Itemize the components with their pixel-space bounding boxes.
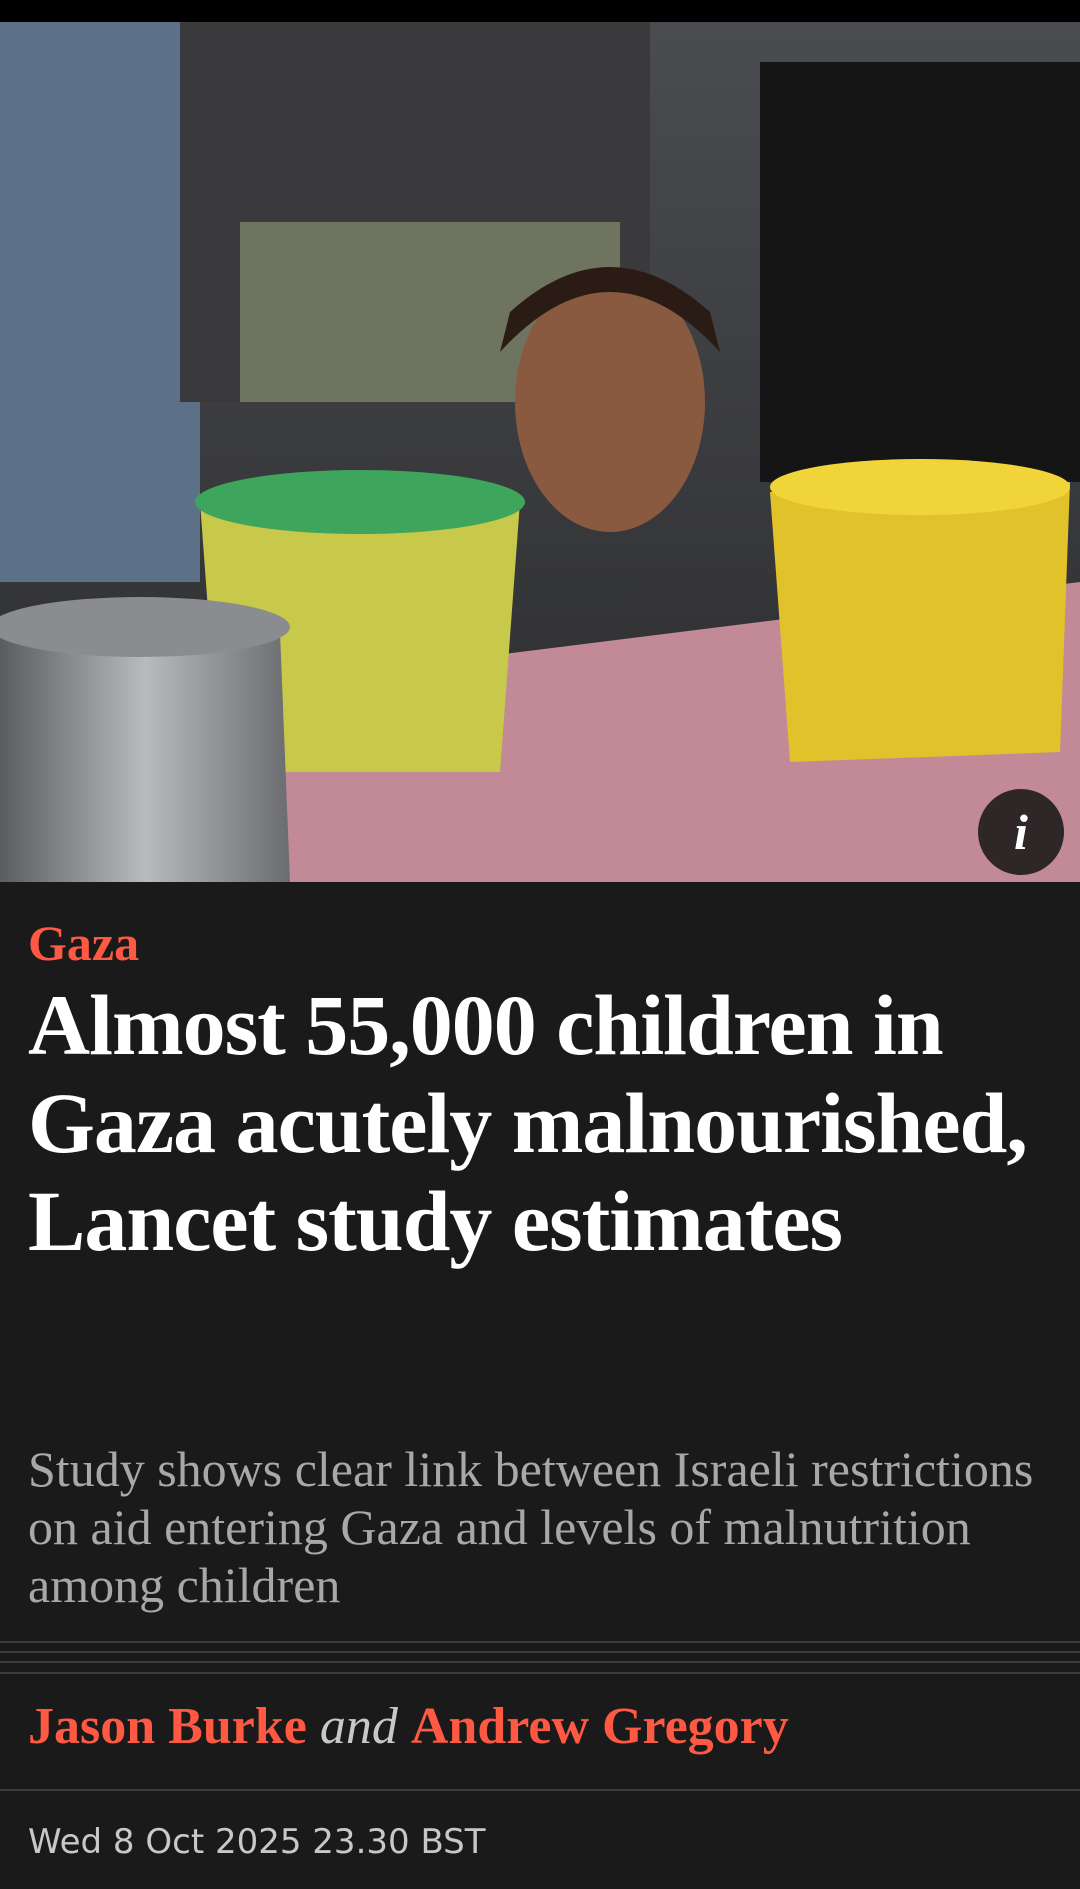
author-link[interactable]: Andrew Gregory xyxy=(410,1698,789,1755)
byline-conjunction: and xyxy=(319,1698,398,1755)
headline: Almost 55,000 children in Gaza acutely m… xyxy=(28,977,1028,1269)
divider xyxy=(0,1651,1080,1653)
author-link[interactable]: Jason Burke xyxy=(28,1698,307,1755)
divider xyxy=(0,1661,1080,1663)
divider xyxy=(0,1672,1080,1674)
status-bar xyxy=(0,0,1080,22)
divider xyxy=(0,1789,1080,1791)
byline: Jason Burke and Andrew Gregory xyxy=(28,1697,789,1756)
section-label[interactable]: Gaza xyxy=(28,915,140,971)
divider xyxy=(0,1641,1080,1643)
info-button[interactable]: i xyxy=(978,789,1064,875)
standfirst: Study shows clear link between Israeli r… xyxy=(28,1441,1034,1613)
publish-date: Wed 8 Oct 2025 23.30 BST xyxy=(28,1822,486,1862)
article-photo[interactable] xyxy=(0,22,1080,882)
